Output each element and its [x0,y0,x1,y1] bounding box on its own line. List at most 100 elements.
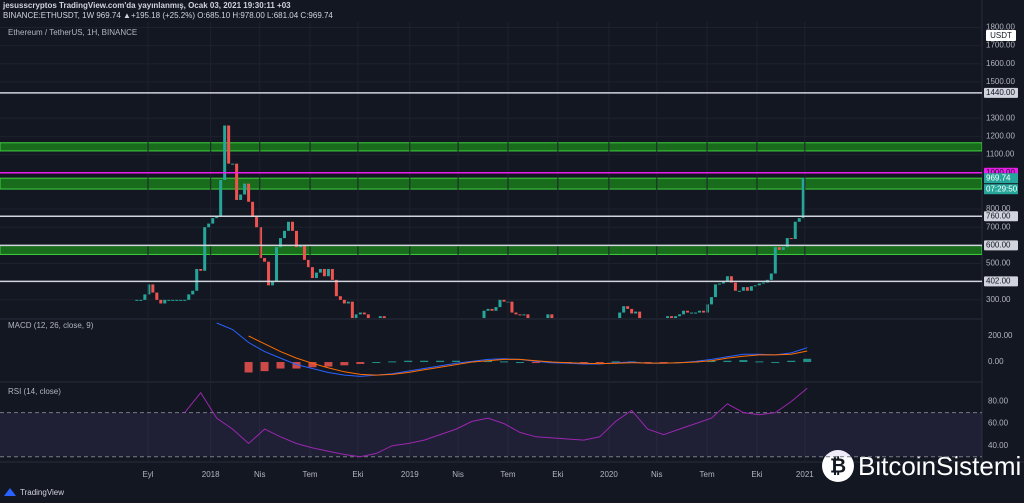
histogram-bar [436,360,445,363]
last-price-badge [984,173,1018,184]
candle [139,299,143,301]
y-tick-label: 500.00 [986,259,1011,268]
unit-badge [986,30,1016,41]
y-tick-label: 200.00 [988,331,1013,340]
histogram-bar [595,362,604,364]
candle [666,316,670,318]
macd-title: MACD (12, 26, close, 9) [8,321,94,330]
histogram-bar [787,360,796,363]
candle [330,268,334,280]
candle [326,268,330,277]
candle [346,301,350,304]
x-tick-label: 2020 [600,470,618,479]
candle [195,268,199,291]
candle [490,308,494,311]
candle [231,163,235,165]
candle [283,230,287,239]
histogram-bar [643,362,652,364]
candle [191,290,195,295]
candle [682,310,686,315]
x-tick-label: Nis [254,470,266,479]
histogram-bar [579,362,588,364]
level-label: 600.00 [986,240,1011,249]
histogram-bar [515,362,524,364]
brand-logo [4,488,16,496]
candle [163,299,167,304]
histogram-bar [723,360,732,363]
candle [239,194,243,200]
histogram-bar [340,362,349,366]
candle [701,310,705,313]
candle [366,314,370,318]
x-tick-label: Tem [302,470,317,479]
histogram-bar [499,361,508,363]
candle [737,290,741,292]
histogram-bar [372,362,381,364]
x-tick-label: 2018 [202,470,220,479]
candle [781,247,785,250]
candle [674,316,678,318]
candle [514,312,518,315]
candle [147,284,151,295]
candle [741,287,745,291]
candle [342,299,346,304]
candle [733,282,737,291]
candle [694,312,698,314]
candle [207,223,211,228]
candle [690,312,694,314]
candle [358,312,362,315]
histogram-bar [308,362,317,368]
candle [318,268,322,273]
histogram-bar [739,360,748,363]
candle [271,281,275,286]
candle [199,268,203,271]
candle [338,296,342,300]
candle [306,259,310,268]
candle [179,299,183,301]
level-badge [984,211,1018,222]
candle [638,311,642,318]
level-label: 760.00 [986,211,1011,220]
candle [155,292,159,300]
x-tick-label: 2019 [401,470,419,479]
histogram-bar [611,361,620,363]
histogram-bar [420,360,429,363]
candle [721,281,725,284]
rsi-band [0,412,982,457]
candle [135,299,139,301]
candle [267,261,271,286]
candle [279,238,283,248]
candle [626,306,630,309]
candle [298,245,302,248]
candle [777,247,781,250]
candle [235,163,239,200]
candle [709,297,713,305]
candle [518,314,522,316]
candle [215,216,219,219]
x-tick-label: Eki [352,470,363,479]
candle [211,218,215,224]
candle [757,283,761,286]
y-tick-label: 800.00 [986,204,1011,213]
candle [290,221,294,231]
candle [255,216,259,228]
candle [670,316,674,318]
y-tick-label: 1200.00 [986,132,1015,141]
histogram-bar [452,360,461,363]
svg-text:₿: ₿ [830,455,846,477]
histogram-bar [771,362,780,364]
candle [686,310,690,313]
candle [797,218,801,222]
candle [286,221,290,231]
x-tick-label: Tem [700,470,715,479]
histogram-bar [803,358,812,363]
level-label: 1440.00 [986,88,1015,97]
candle [310,267,314,279]
candle [302,245,306,260]
y-tick-label: 80.00 [988,397,1009,406]
candle [753,285,757,287]
histogram-bar [292,362,301,369]
candle [322,268,326,277]
candle [203,227,207,271]
